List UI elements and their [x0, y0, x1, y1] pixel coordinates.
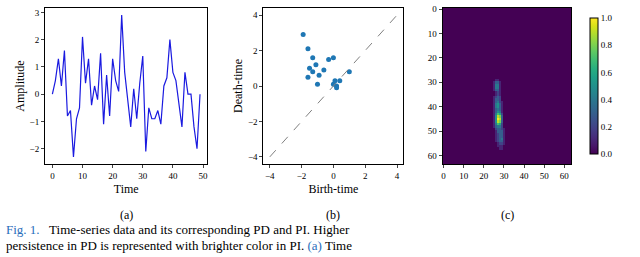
- html-text:Fig. 1. Time-series data and i: Fig. 1. Time-series data and its corresp…: [6, 222, 350, 237]
- svg-text:Amplitude: Amplitude: [13, 60, 27, 111]
- svg-text:Death-time: Death-time: [231, 59, 245, 113]
- svg-text:50: 50: [199, 171, 209, 181]
- svg-text:−2: −2: [30, 144, 40, 154]
- svg-text:0.6: 0.6: [601, 68, 613, 78]
- svg-text:30: 30: [428, 77, 438, 87]
- svg-text:30: 30: [499, 171, 509, 181]
- svg-text:60: 60: [428, 151, 438, 161]
- svg-text:0: 0: [35, 89, 40, 99]
- svg-text:(c): (c): [501, 208, 514, 222]
- svg-text:3: 3: [35, 8, 40, 18]
- svg-text:(a): (a): [120, 208, 133, 222]
- svg-text:−1: −1: [30, 117, 40, 127]
- svg-text:0: 0: [432, 4, 437, 14]
- svg-text:0.2: 0.2: [601, 122, 612, 132]
- svg-text:30: 30: [138, 171, 148, 181]
- svg-text:60: 60: [560, 171, 570, 181]
- svg-text:0: 0: [253, 81, 258, 91]
- svg-text:−2: −2: [248, 117, 258, 127]
- svg-text:−2: −2: [297, 171, 307, 181]
- svg-text:0: 0: [441, 171, 446, 181]
- svg-text:1.0: 1.0: [601, 13, 613, 23]
- svg-text:40: 40: [520, 171, 530, 181]
- svg-text:40: 40: [168, 171, 178, 181]
- svg-text:10: 10: [78, 171, 88, 181]
- svg-text:40: 40: [428, 102, 438, 112]
- svg-text:Birth-time: Birth-time: [308, 182, 358, 196]
- svg-text:0: 0: [331, 171, 336, 181]
- svg-text:Time: Time: [114, 182, 139, 196]
- svg-text:1: 1: [35, 62, 40, 72]
- svg-text:0.4: 0.4: [601, 95, 613, 105]
- svg-text:−4: −4: [248, 152, 258, 162]
- svg-text:(b): (b): [326, 208, 340, 222]
- svg-text:10: 10: [428, 29, 438, 39]
- svg-text:20: 20: [108, 171, 118, 181]
- svg-text:0.0: 0.0: [601, 149, 613, 159]
- svg-text:2: 2: [253, 46, 258, 56]
- svg-text:10: 10: [459, 171, 469, 181]
- svg-text:50: 50: [428, 126, 438, 136]
- svg-text:4: 4: [395, 171, 400, 181]
- svg-text:20: 20: [428, 53, 438, 63]
- svg-text:0.8: 0.8: [601, 40, 613, 50]
- svg-text:20: 20: [479, 171, 489, 181]
- svg-text:2: 2: [35, 35, 40, 45]
- svg-text:2: 2: [363, 171, 368, 181]
- svg-text:0: 0: [50, 171, 55, 181]
- svg-text:50: 50: [540, 171, 550, 181]
- svg-text:4: 4: [253, 10, 258, 20]
- svg-text:−4: −4: [265, 171, 275, 181]
- html-text:persistence in PD is represent: persistence in PD is represented with br…: [6, 238, 352, 253]
